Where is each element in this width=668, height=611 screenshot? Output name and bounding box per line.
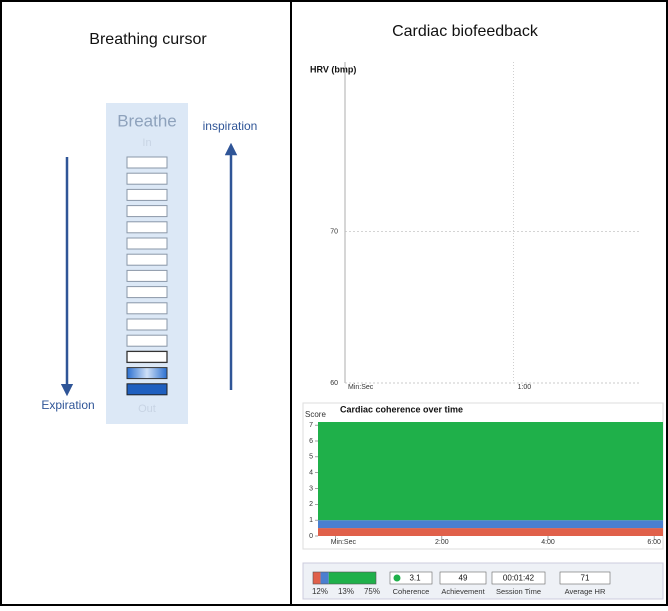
y-tick-label: 7	[309, 422, 313, 429]
score-zone	[318, 520, 663, 529]
field-label: Session Time	[496, 587, 541, 596]
chart-title: Cardiac coherence over time	[340, 404, 463, 414]
status-dot	[393, 574, 401, 582]
y-tick-label: 1	[309, 517, 313, 524]
cursor-level	[126, 188, 168, 201]
y-tick-label: 60	[330, 380, 338, 387]
panel-title: Cardiac biofeedback	[392, 23, 539, 40]
field-value: 00:01:42	[503, 574, 535, 583]
distribution-label: 13%	[338, 587, 354, 596]
field-box	[439, 571, 487, 585]
field-value: 71	[581, 574, 590, 583]
cursor-title: Breathe	[117, 111, 177, 130]
cursor-top: In	[142, 137, 151, 149]
distribution-segment	[313, 572, 321, 584]
distribution-label: 75%	[364, 587, 380, 596]
y-tick-label: 6	[309, 438, 313, 445]
field-box	[559, 571, 611, 585]
axis-label: Score	[305, 410, 326, 419]
cursor-level	[126, 156, 168, 169]
inspiration-label: inspiration	[203, 119, 258, 133]
distribution-label: 12%	[312, 587, 328, 596]
cursor-level	[126, 367, 168, 380]
field-value: 3.1	[409, 574, 421, 583]
status: 12% 13% 75% 3.1 Coherence 49 Achievement 00:01:…	[312, 571, 611, 596]
field-box	[389, 571, 433, 585]
y-tick-label: 70	[330, 228, 338, 235]
distribution-frame	[312, 571, 377, 585]
field-label: Coherence	[393, 587, 430, 596]
cursor-level	[126, 286, 168, 299]
x-tick-label: 2:00	[435, 539, 449, 546]
distribution-segment	[328, 572, 376, 584]
expiration-label: Expiration	[41, 398, 94, 412]
cursor-level	[126, 205, 168, 218]
cursor-level	[126, 221, 168, 234]
cursor-level	[126, 334, 168, 347]
cursor-level	[126, 172, 168, 185]
cursor-levels	[126, 156, 168, 396]
y-tick-label: 4	[309, 470, 313, 477]
cursor-level	[126, 253, 168, 266]
y-tick-label: 3	[309, 485, 313, 492]
y-tick-label: 0	[309, 533, 313, 540]
cursor-level	[126, 269, 168, 282]
x-tick-label: 4:00	[541, 539, 555, 546]
score-zone	[318, 528, 663, 536]
x-tick-label: 1:00	[518, 384, 532, 391]
distribution-segment	[320, 572, 329, 584]
y-tick-label: 2	[309, 501, 313, 508]
field-label: Average HR	[565, 587, 606, 596]
field-value: 49	[459, 574, 468, 583]
y-tick-label: 5	[309, 454, 313, 461]
field-label: Achievement	[441, 587, 485, 596]
panel-title: Breathing cursor	[89, 31, 207, 48]
x-tick-label: Min:Sec	[331, 539, 357, 546]
chart-title: HRV (bmp)	[310, 64, 356, 74]
cursor-level	[126, 302, 168, 315]
cursor-level	[126, 383, 168, 396]
cursor-level	[126, 237, 168, 250]
score-zone	[318, 422, 663, 521]
cursor-level	[126, 318, 168, 331]
cursor-level	[126, 350, 168, 364]
cursor-bottom: Out	[138, 403, 156, 415]
x-tick-label: Min:Sec	[348, 384, 374, 391]
coherence-chart: 0 1 2 3 4 5 6 7 Min:Sec 2:00 4:00 6:00	[309, 422, 663, 546]
hrv-chart: 70 60 Min:Sec 1:00	[330, 62, 640, 391]
field-box	[491, 571, 546, 585]
x-tick-label: 6:00	[647, 539, 661, 546]
